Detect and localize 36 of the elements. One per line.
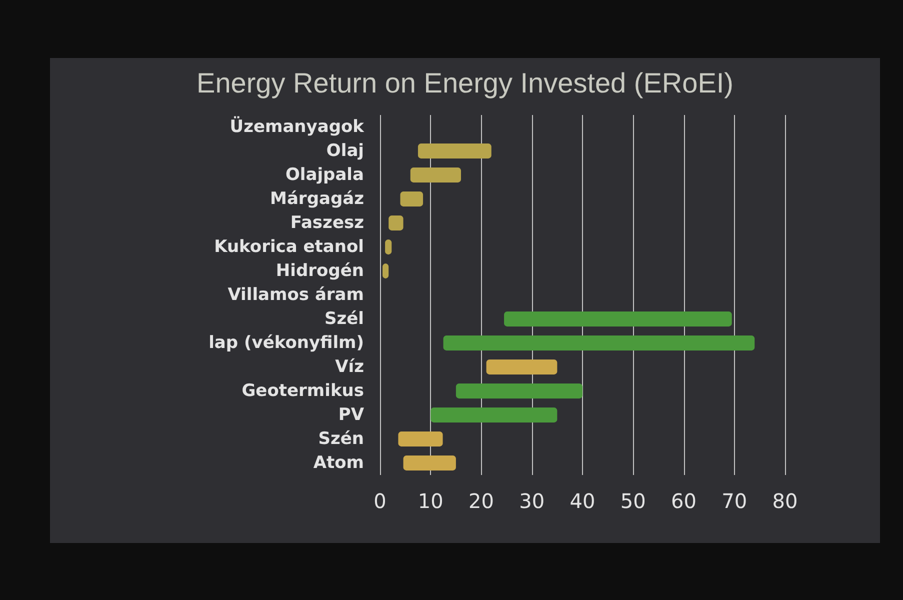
y-tick-label: Faszesz [290,213,364,233]
y-tick-label: Olaj [326,141,364,161]
x-tick-label: 30 [519,489,545,513]
y-tick-label: Márgagáz [270,189,364,209]
bar [388,216,404,230]
y-tick-label: Víz [335,357,364,377]
y-tick-label: Villamos áram [228,285,364,305]
y-tick-label: Hidrogén [276,261,364,281]
x-tick-label: 0 [374,489,386,513]
bar [398,432,443,446]
y-tick-label: Kukorica etanol [214,237,364,257]
x-tick-label: 50 [620,489,646,513]
bar [403,456,456,470]
y-tick-label: Szén [318,429,364,449]
y-tick-label: Üzemanyagok [230,116,365,137]
y-tick-label: Szél [324,309,364,329]
x-tick-label: 20 [468,489,494,513]
x-tick-label: 80 [772,489,798,513]
bar [400,192,424,206]
y-tick-label: Atom [313,453,364,473]
bar [456,384,582,398]
x-tick-label: 60 [671,489,696,513]
bar [418,144,492,158]
x-tick-label: 10 [418,489,444,513]
y-tick-label: Geotermikus [242,381,364,401]
y-tick-label: lap (vékonyfilm) [208,333,364,353]
y-tick-label: Olajpala [285,165,364,185]
bar [486,360,558,374]
y-tick-label: PV [338,405,365,425]
bar [430,408,558,422]
x-tick-label: 70 [722,489,748,513]
bar [504,312,732,326]
bar [410,168,461,182]
x-tick-label: 40 [570,489,596,513]
bar [443,336,755,350]
chart-title: Energy Return on Energy Invested (ERoEI) [196,68,734,98]
